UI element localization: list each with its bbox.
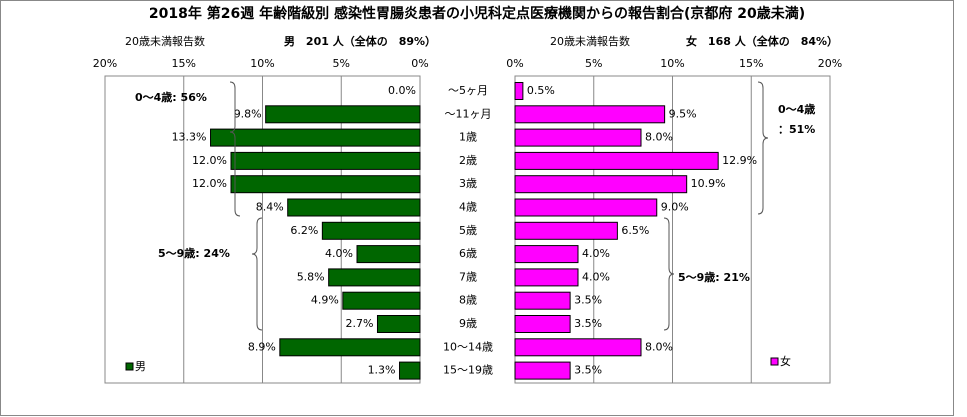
data-label: 10.9% — [691, 177, 726, 190]
category-label: 1歳 — [459, 131, 477, 144]
data-label: 9.5% — [669, 107, 697, 120]
legend-label: 女 — [780, 354, 791, 368]
data-label: 13.3% — [172, 131, 207, 144]
category-label: 8歳 — [459, 294, 477, 307]
data-label: 4.9% — [311, 294, 339, 307]
data-label: 3.5% — [574, 294, 602, 307]
bar — [514, 315, 571, 333]
data-label: 0.0% — [388, 84, 416, 97]
bar — [399, 361, 421, 380]
bar — [230, 151, 421, 170]
bar — [514, 361, 571, 380]
annotation: 5～9歳: 21% — [678, 270, 750, 284]
annotation: 0～4歳: 56% — [135, 90, 207, 104]
bar — [514, 338, 642, 357]
legend-swatch — [125, 362, 134, 371]
data-label: 2.7% — [346, 317, 374, 330]
bar — [230, 175, 421, 194]
category-label: ～5ヶ月 — [448, 84, 488, 97]
category-label: ～11ヶ月 — [445, 107, 492, 120]
bar — [514, 105, 666, 124]
bar — [342, 291, 421, 310]
chart-title: 2018年 第26週 年齢階級別 感染性胃腸炎患者の小児科定点医療機関からの報告… — [149, 5, 805, 22]
annotation: 5～9歳: 24% — [158, 246, 230, 260]
data-label: 4.0% — [325, 247, 353, 260]
data-label: 4.0% — [582, 270, 610, 283]
x-tick-label: 0% — [411, 57, 428, 70]
bar — [265, 105, 421, 124]
legend-swatch — [770, 357, 779, 366]
legend-label: 男 — [135, 360, 146, 373]
bar — [514, 82, 524, 100]
annotation: ：51% — [778, 123, 815, 136]
bar — [356, 245, 421, 264]
brace — [251, 217, 263, 331]
x-tick-label: 10% — [250, 57, 274, 70]
bar — [279, 338, 421, 357]
data-label: 12.9% — [722, 154, 757, 167]
data-label: 8.9% — [248, 340, 276, 353]
data-label: 9.0% — [661, 201, 689, 214]
data-label: 3.5% — [574, 364, 602, 377]
count-label: 20歳未満報告数 — [550, 35, 630, 48]
category-label: 15～19歳 — [443, 364, 493, 377]
x-tick-label: 5% — [585, 57, 602, 70]
x-tick-label: 15% — [172, 57, 196, 70]
x-tick-label: 20% — [818, 57, 842, 70]
annotation: 0～4歳 — [778, 102, 815, 116]
data-label: 6.2% — [290, 224, 318, 237]
data-label: 1.3% — [368, 364, 396, 377]
data-label: 8.0% — [645, 340, 673, 353]
bar — [287, 198, 421, 217]
bar — [210, 128, 421, 147]
subtitle: 男 201 人（全体の 89%） — [284, 34, 436, 48]
category-label: 3歳 — [459, 177, 477, 190]
data-label: 8.4% — [256, 201, 284, 214]
category-label: 9歳 — [459, 317, 477, 330]
bar — [514, 128, 642, 147]
category-label: 4歳 — [459, 201, 477, 214]
bar — [514, 291, 571, 310]
data-label: 4.0% — [582, 247, 610, 260]
data-label: 6.5% — [621, 224, 649, 237]
x-tick-label: 0% — [506, 57, 523, 70]
data-label: 8.0% — [645, 131, 673, 144]
category-label: 10～14歳 — [443, 340, 493, 353]
bar — [514, 198, 658, 217]
x-tick-label: 10% — [660, 57, 684, 70]
bar — [514, 268, 579, 287]
bar — [376, 315, 421, 333]
bar — [328, 268, 421, 287]
bar — [514, 245, 579, 264]
data-label: 12.0% — [192, 154, 227, 167]
bar — [514, 175, 688, 194]
brace — [663, 217, 675, 331]
x-tick-label: 20% — [93, 57, 117, 70]
data-label: 0.5% — [527, 84, 555, 97]
count-label: 20歳未満報告数 — [125, 35, 205, 48]
subtitle: 女 168 人（全体の 84%） — [686, 34, 838, 48]
category-label: 2歳 — [459, 154, 477, 167]
bar — [321, 221, 421, 240]
category-label: 5歳 — [459, 224, 477, 237]
data-label: 3.5% — [574, 317, 602, 330]
data-label: 9.8% — [234, 107, 262, 120]
brace — [229, 81, 241, 217]
bar — [514, 151, 719, 170]
bar — [514, 221, 618, 240]
x-tick-label: 15% — [739, 57, 763, 70]
data-label: 12.0% — [192, 177, 227, 190]
category-label: 7歳 — [459, 270, 477, 283]
data-label: 5.8% — [297, 270, 325, 283]
category-label: 6歳 — [459, 247, 477, 260]
x-tick-label: 5% — [333, 57, 350, 70]
brace — [757, 81, 769, 215]
